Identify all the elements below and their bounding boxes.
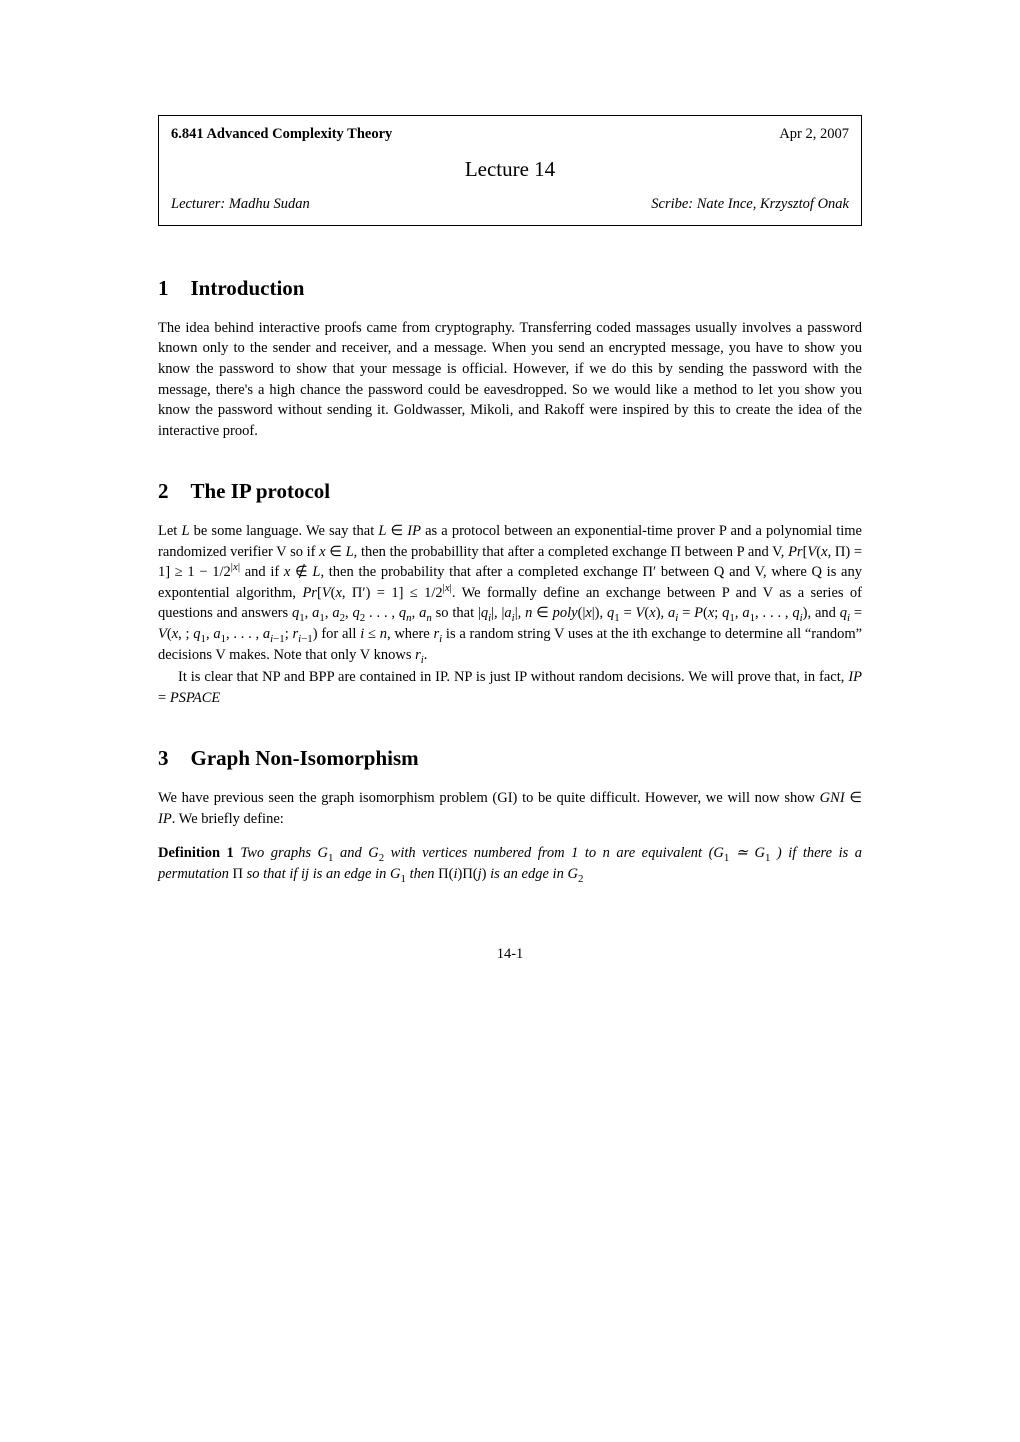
- section-2-title: The IP protocol: [191, 479, 331, 503]
- definition-1: Definition 1 Two graphs G1 and G2 with v…: [158, 843, 862, 884]
- definition-label: Definition 1: [158, 845, 234, 861]
- section-2-number: 2: [158, 477, 169, 507]
- section-1-title: Introduction: [191, 276, 305, 300]
- header-bottom-row: Lecturer: Madhu Sudan Scribe: Nate Ince,…: [171, 194, 849, 215]
- intro-paragraph: The idea behind interactive proofs came …: [158, 318, 862, 441]
- lecturer-label: Lecturer: Madhu Sudan: [171, 194, 310, 215]
- section-3-title: Graph Non-Isomorphism: [191, 746, 419, 770]
- header-top-row: 6.841 Advanced Complexity Theory Apr 2, …: [171, 124, 849, 145]
- section-3-heading: 3 Graph Non-Isomorphism: [158, 744, 862, 774]
- scribe-label: Scribe: Nate Ince, Krzysztof Onak: [651, 194, 849, 215]
- section-2-heading: 2 The IP protocol: [158, 477, 862, 507]
- section-3-number: 3: [158, 744, 169, 774]
- ip-paragraph-2: It is clear that NP and BPP are containe…: [158, 667, 862, 708]
- section-1-number: 1: [158, 274, 169, 304]
- lecture-date: Apr 2, 2007: [779, 124, 849, 145]
- page-number: 14-1: [158, 944, 862, 965]
- lecture-number-title: Lecture 14: [171, 155, 849, 185]
- ip-paragraph-1: Let L be some language. We say that L ∈ …: [158, 521, 862, 665]
- section-1-heading: 1 Introduction: [158, 274, 862, 304]
- gni-paragraph-1: We have previous seen the graph isomorph…: [158, 788, 862, 829]
- lecture-header-box: 6.841 Advanced Complexity Theory Apr 2, …: [158, 115, 862, 226]
- course-title: 6.841 Advanced Complexity Theory: [171, 124, 392, 145]
